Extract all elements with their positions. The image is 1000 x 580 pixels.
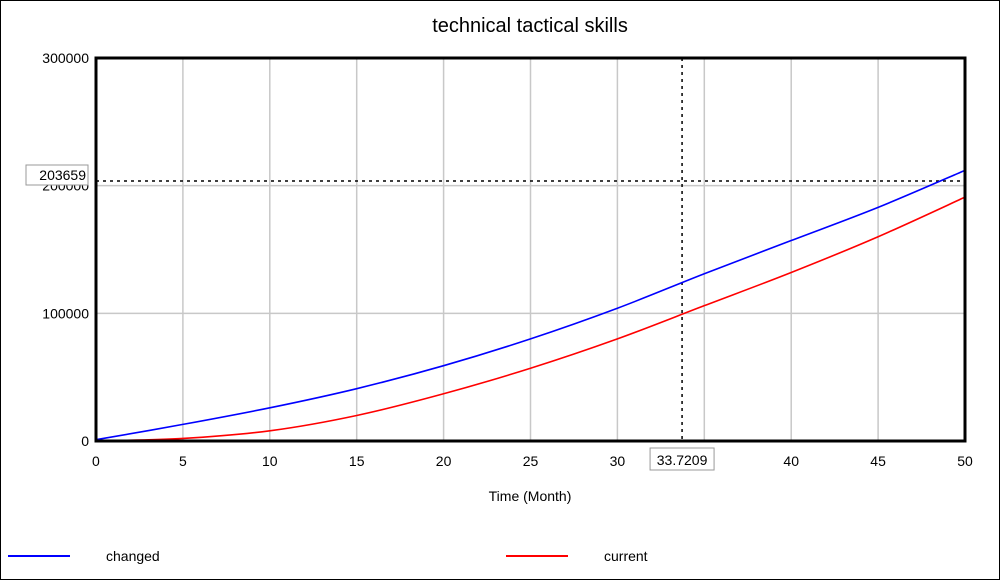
grid bbox=[96, 58, 965, 441]
y-tick-label: 0 bbox=[81, 433, 89, 449]
x-tick-label: 5 bbox=[179, 453, 187, 469]
cursor-x-box bbox=[649, 447, 715, 471]
series-line-current bbox=[95, 196, 966, 442]
cursor-y-readout: 203659 bbox=[25, 164, 89, 186]
legend-label-current: current bbox=[604, 548, 648, 564]
legend-item-current: current bbox=[506, 546, 648, 566]
legend-swatch-current bbox=[506, 555, 568, 557]
x-tick-label: 25 bbox=[523, 453, 539, 469]
cursor-x-readout: 33.7209 bbox=[649, 447, 715, 471]
x-tick-label: 0 bbox=[92, 453, 100, 469]
legend-swatch-changed bbox=[8, 555, 70, 557]
cursor-y-value: 203659 bbox=[39, 167, 86, 183]
axis-ticks: 0510152025303540455001000002000003000003… bbox=[25, 50, 973, 471]
cursor-crosshair bbox=[96, 58, 965, 441]
x-axis-label: Time (Month) bbox=[489, 488, 572, 504]
series-layer bbox=[95, 169, 966, 442]
x-tick-label: 30 bbox=[610, 453, 626, 469]
x-tick-label: 50 bbox=[957, 453, 973, 469]
plot-area bbox=[94, 56, 967, 443]
chart-title: technical tactical skills bbox=[432, 15, 628, 37]
x-tick-label: 40 bbox=[783, 453, 799, 469]
x-tick-label: 15 bbox=[349, 453, 365, 469]
legend-label-changed: changed bbox=[106, 548, 160, 564]
cursor-x-value: 33.7209 bbox=[657, 452, 708, 468]
legend-item-changed: changed bbox=[8, 546, 160, 566]
x-tick-label: 20 bbox=[436, 453, 452, 469]
y-tick-label: 100000 bbox=[42, 305, 89, 321]
cursor-y-box bbox=[25, 164, 89, 186]
x-tick-label: 45 bbox=[870, 453, 886, 469]
series-line-changed bbox=[95, 169, 966, 441]
y-tick-label: 300000 bbox=[42, 50, 89, 66]
x-tick-label: 10 bbox=[262, 453, 278, 469]
